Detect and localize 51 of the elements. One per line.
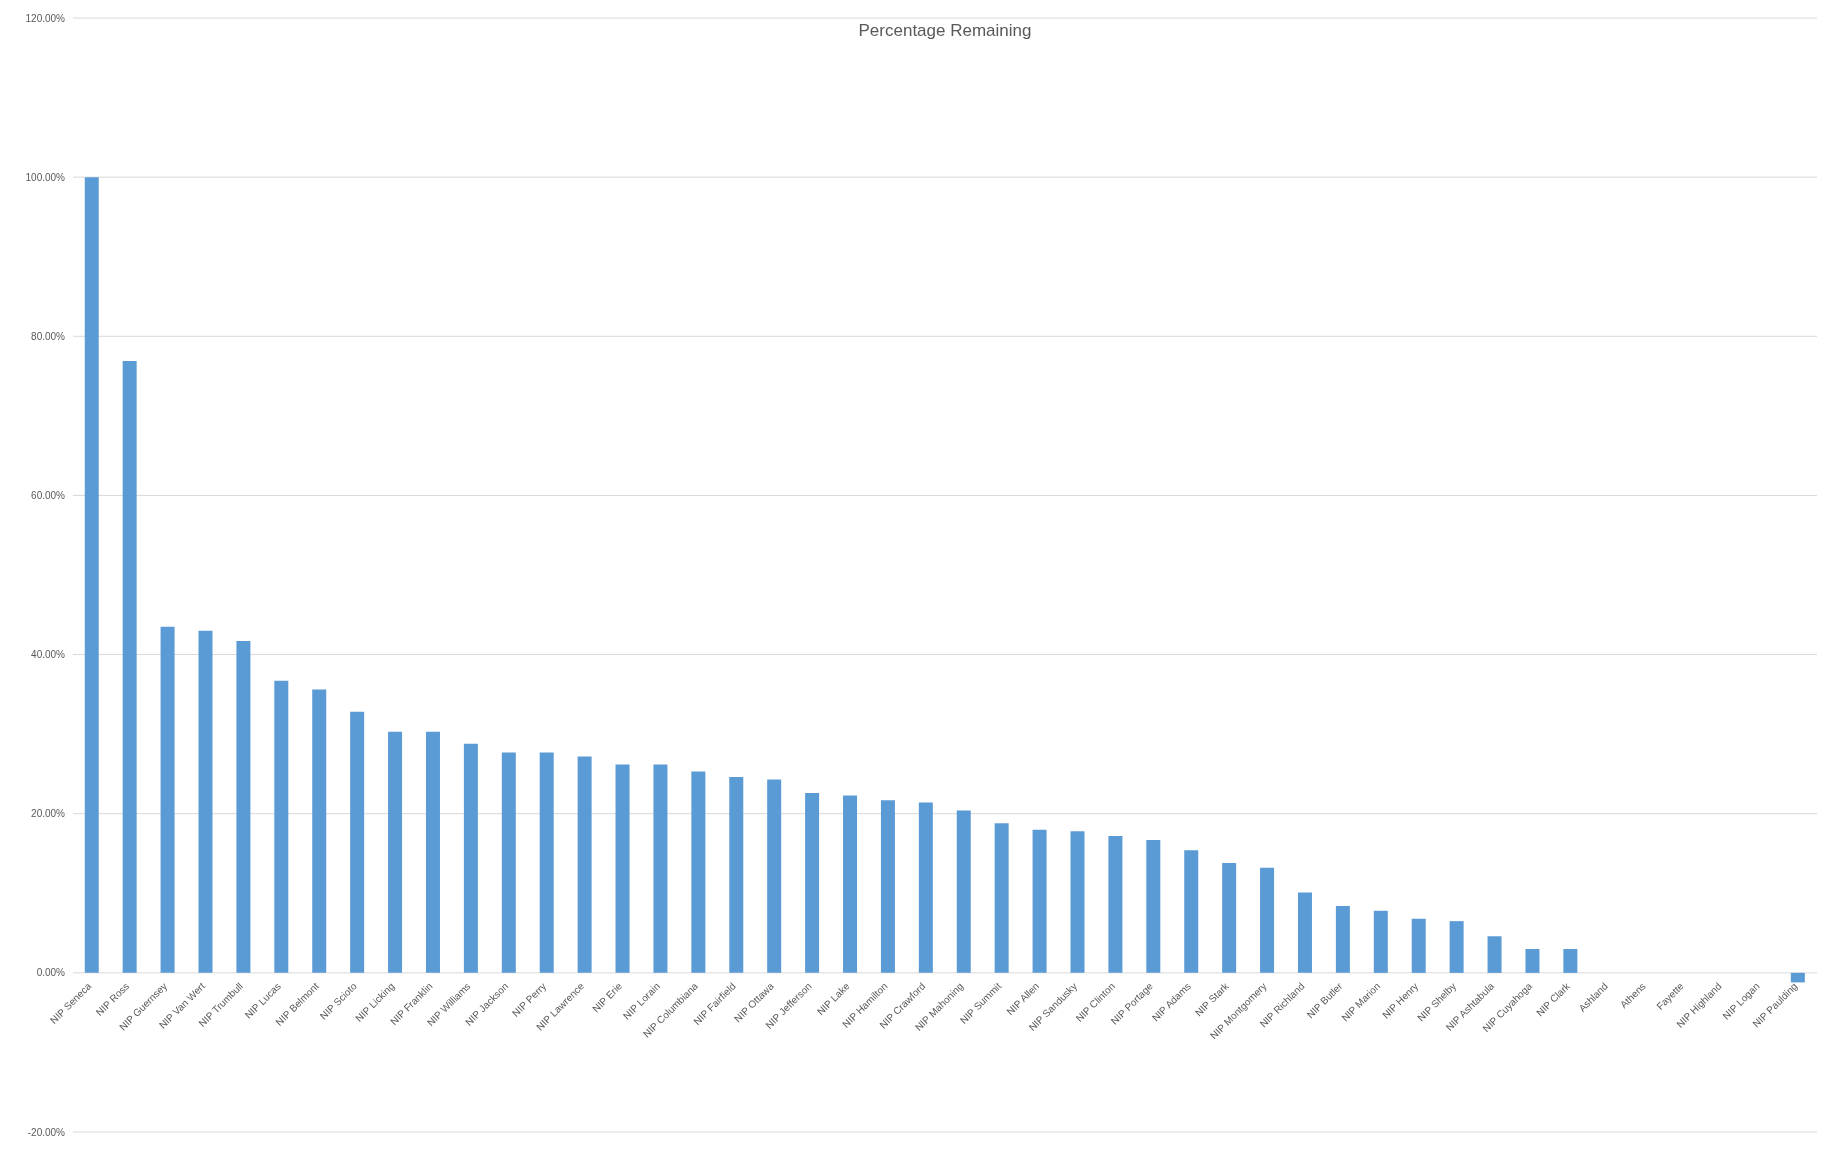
bar <box>198 630 213 973</box>
bar <box>1222 863 1237 973</box>
bar <box>1260 867 1275 973</box>
bar <box>1070 831 1085 973</box>
bar <box>160 626 175 973</box>
chart-title: Percentage Remaining <box>857 21 1033 41</box>
bar <box>1790 972 1805 983</box>
bar <box>1411 918 1426 973</box>
bar <box>122 360 137 973</box>
bar <box>767 779 782 973</box>
bar <box>350 711 365 973</box>
bar <box>691 771 706 973</box>
y-tick-label: 20.00% <box>31 808 66 820</box>
bar <box>501 752 516 973</box>
bar <box>956 810 971 973</box>
bar <box>1108 835 1123 973</box>
bar <box>615 764 630 973</box>
bar <box>1146 839 1161 973</box>
bar <box>653 764 668 973</box>
bar <box>1525 948 1540 973</box>
y-tick-label: 0.00% <box>36 967 66 979</box>
bar <box>1032 829 1047 973</box>
bar <box>1563 948 1578 973</box>
bar <box>843 795 858 973</box>
bar <box>1449 921 1464 973</box>
bar <box>274 680 289 973</box>
bar <box>84 177 99 973</box>
y-tick-label: 120.00% <box>25 12 66 24</box>
x-tick-label: NIP Erie <box>590 980 625 1015</box>
bar <box>1373 910 1388 973</box>
bar <box>1487 936 1502 973</box>
y-tick-label: 80.00% <box>31 330 66 342</box>
bar <box>577 756 592 973</box>
y-tick-label: -20.00% <box>27 1126 66 1138</box>
bar <box>388 731 403 973</box>
bar <box>463 743 478 973</box>
bar <box>994 823 1009 973</box>
bar <box>918 802 933 973</box>
bar <box>1184 850 1199 973</box>
bar <box>1335 906 1350 973</box>
bar <box>805 793 820 973</box>
y-tick-label: 40.00% <box>31 649 66 661</box>
bar <box>729 777 744 973</box>
bar <box>236 641 251 973</box>
bar <box>880 800 895 973</box>
bar <box>539 752 554 973</box>
y-tick-label: 100.00% <box>25 171 66 183</box>
y-tick-label: 60.00% <box>31 489 66 501</box>
bar <box>312 689 327 973</box>
bar <box>1297 892 1312 973</box>
bar <box>425 731 440 973</box>
